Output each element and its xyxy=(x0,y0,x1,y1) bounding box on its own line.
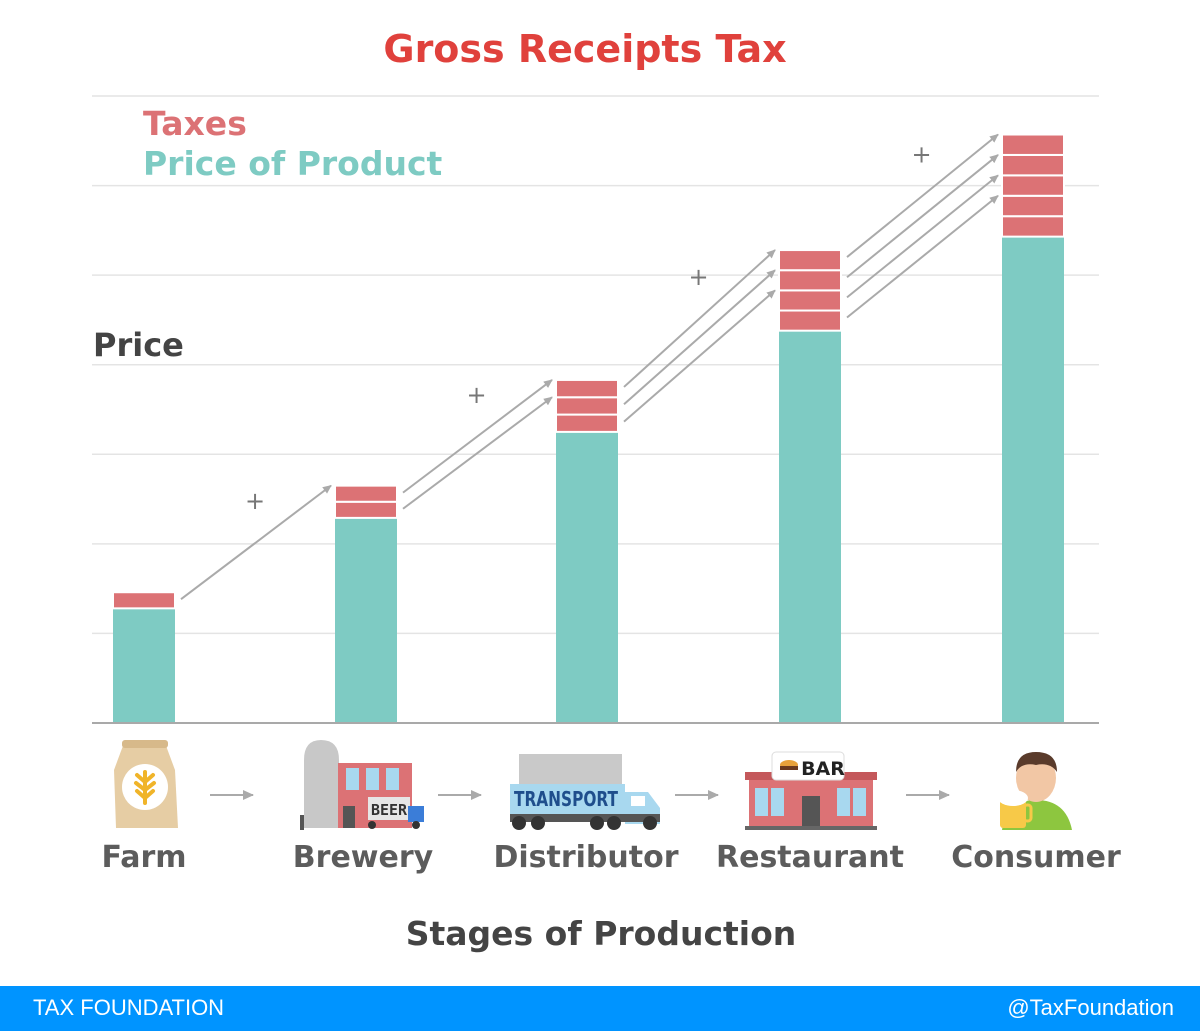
tax-segment-farm xyxy=(112,591,176,610)
tax-segment-restaurant xyxy=(778,269,842,292)
legend-price-of-product: Price of Product xyxy=(143,144,443,183)
gross-receipts-tax-chart: Gross Receipts Tax Taxes Price of Produc… xyxy=(92,27,1121,953)
tax-segment-restaurant xyxy=(778,289,842,312)
stage-label-distributor: Distributor xyxy=(493,840,678,875)
bar-restaurant-icon: BAR xyxy=(745,751,877,830)
tax-segment-consumer xyxy=(1001,215,1065,238)
stage-label-brewery: Brewery xyxy=(293,840,434,875)
plus-sign: + xyxy=(466,381,486,409)
tax-segment-distributor xyxy=(555,413,619,433)
transport-icon-text: TRANSPORT xyxy=(514,787,618,811)
stage-label-farm: Farm xyxy=(101,840,186,875)
price-bar-restaurant xyxy=(779,330,841,723)
transport-truck-icon: TRANSPORT xyxy=(510,754,660,830)
plus-sign: + xyxy=(245,487,265,515)
x-axis-label: Stages of Production xyxy=(406,914,797,953)
tax-segment-consumer xyxy=(1001,174,1065,197)
tax-flow-arrow xyxy=(402,396,553,510)
tax-segment-brewery xyxy=(334,484,398,503)
tax-flow-arrow xyxy=(846,195,999,319)
footer-bar: TAX FOUNDATION @TaxFoundation xyxy=(0,986,1200,1031)
tax-segment-consumer xyxy=(1001,194,1065,218)
price-bar-distributor xyxy=(556,431,618,723)
consumer-icon xyxy=(998,752,1072,830)
tax-segment-restaurant xyxy=(778,249,842,272)
price-bar-consumer xyxy=(1002,236,1064,723)
tax-flow-arrow xyxy=(846,174,999,299)
brewery-icon: BEER xyxy=(300,740,424,830)
legend-taxes: Taxes xyxy=(143,104,247,143)
wheat-sack-icon xyxy=(114,740,178,828)
tax-segment-consumer xyxy=(1001,133,1065,156)
tax-segment-distributor xyxy=(555,378,619,399)
stage-label-restaurant: Restaurant xyxy=(716,840,904,875)
tax-segment-brewery xyxy=(334,500,398,519)
footer-org-name: TAX FOUNDATION xyxy=(33,995,225,1020)
tax-flow-arrow xyxy=(623,269,776,406)
bar-icon-text: BAR xyxy=(801,758,845,780)
tax-flow-arrow xyxy=(180,484,332,601)
stage-label-consumer: Consumer xyxy=(951,840,1121,875)
plus-sign: + xyxy=(911,140,931,168)
tax-segment-distributor xyxy=(555,396,619,416)
tax-flow-arrow xyxy=(846,133,999,258)
y-axis-label: Price xyxy=(93,326,184,364)
tax-flow-arrow xyxy=(402,379,553,494)
tax-flow-arrow xyxy=(623,289,776,423)
plus-signs: + + + + xyxy=(245,140,932,515)
plus-sign: + xyxy=(688,263,708,291)
footer-twitter-handle: @TaxFoundation xyxy=(1007,995,1174,1020)
chart-title: Gross Receipts Tax xyxy=(383,27,786,71)
tax-flow-arrow xyxy=(846,154,999,278)
price-bar-brewery xyxy=(335,517,397,723)
tax-flow-arrow xyxy=(623,249,776,388)
brewery-icon-text: BEER xyxy=(371,801,408,819)
tax-flow-arrows xyxy=(180,133,999,601)
price-bar-farm xyxy=(113,608,175,723)
tax-segment-restaurant xyxy=(778,309,842,332)
tax-segment-consumer xyxy=(1001,153,1065,177)
bars xyxy=(112,133,1065,723)
